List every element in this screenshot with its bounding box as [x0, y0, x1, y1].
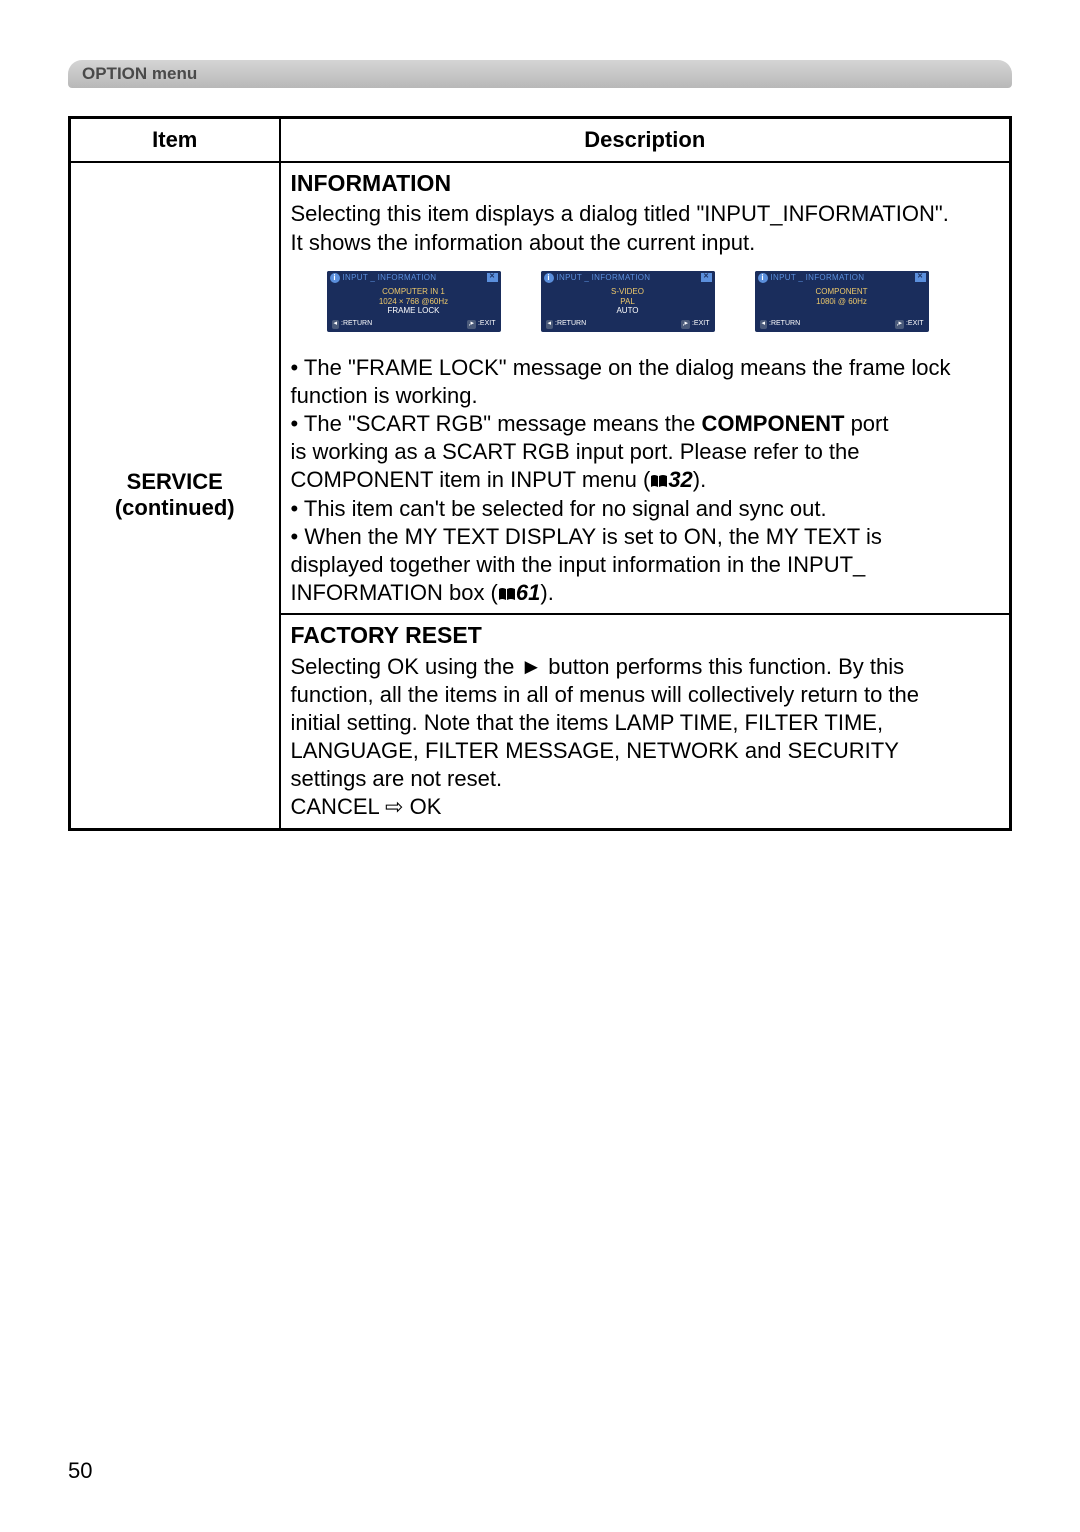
dialog-component: i INPUT _ INFORMATION ✕ COMPONENT 1080i …	[755, 271, 929, 332]
key-icon: ,▸	[681, 320, 690, 329]
information-intro-1: Selecting this item displays a dialog ti…	[291, 200, 1000, 228]
dialog-line: COMPUTER IN 1	[331, 287, 497, 297]
dialog-body: S-VIDEO PAL AUTO	[541, 285, 715, 319]
info-icon: i	[758, 273, 768, 283]
option-table: Item Description SERVICE (continued) INF…	[68, 116, 1012, 831]
fr-line: CANCEL ⇨ OK	[291, 793, 1000, 821]
service-label-2: (continued)	[81, 495, 269, 521]
bullet-line: • The "FRAME LOCK" message on the dialog…	[291, 354, 1000, 382]
dialog-line: PAL	[545, 297, 711, 307]
dialog-titlebar: i INPUT _ INFORMATION ✕	[755, 271, 929, 285]
dialog-body: COMPUTER IN 1 1024 × 768 @60Hz FRAME LOC…	[327, 285, 501, 319]
bullet-line: • The "SCART RGB" message means the COMP…	[291, 410, 1000, 438]
factory-reset-cell: FACTORY RESET Selecting OK using the ► b…	[280, 614, 1011, 829]
book-icon	[498, 580, 516, 594]
dialog-line	[759, 306, 925, 316]
dialog-line: 1024 × 768 @60Hz	[331, 297, 497, 307]
bullet-line: COMPONENT item in INPUT menu (32).	[291, 466, 1000, 494]
key-icon: ,▸	[467, 320, 476, 329]
table-row: SERVICE (continued) INFORMATION Selectin…	[70, 162, 1011, 614]
header-description: Description	[280, 118, 1011, 163]
dialog-svideo: i INPUT _ INFORMATION ✕ S-VIDEO PAL AUTO…	[541, 271, 715, 332]
dialog-title-text: INPUT _ INFORMATION	[557, 273, 651, 283]
dialog-line: 1080i @ 60Hz	[759, 297, 925, 307]
information-cell: INFORMATION Selecting this item displays…	[280, 162, 1011, 614]
dialog-title-text: INPUT _ INFORMATION	[343, 273, 437, 283]
fr-line: function, all the items in all of menus …	[291, 681, 1000, 709]
dialog-screenshots: i INPUT _ INFORMATION ✕ COMPUTER IN 1 10…	[291, 257, 1000, 346]
bullet-line: function is working.	[291, 382, 1000, 410]
dialog-footer: ◂:RETURN ,▸:EXIT	[755, 319, 929, 332]
bullet-line: is working as a SCART RGB input port. Pl…	[291, 438, 1000, 466]
service-label-1: SERVICE	[81, 469, 269, 495]
bullet-line: INFORMATION box (61).	[291, 579, 1000, 607]
information-bullets: • The "FRAME LOCK" message on the dialog…	[291, 354, 1000, 607]
dialog-titlebar: i INPUT _ INFORMATION ✕	[541, 271, 715, 285]
dialog-line: FRAME LOCK	[331, 306, 497, 316]
bullet-line: • This item can't be selected for no sig…	[291, 495, 1000, 523]
bullet-line: displayed together with the input inform…	[291, 551, 1000, 579]
menu-header-text: OPTION menu	[82, 64, 197, 83]
header-item: Item	[70, 118, 280, 163]
dialog-line: AUTO	[545, 306, 711, 316]
key-icon: ◂	[546, 320, 554, 329]
fr-line: LANGUAGE, FILTER MESSAGE, NETWORK and SE…	[291, 737, 1000, 765]
information-title: INFORMATION	[291, 169, 1000, 198]
dialog-titlebar: i INPUT _ INFORMATION ✕	[327, 271, 501, 285]
menu-header: OPTION menu	[68, 60, 1012, 88]
information-intro-2: It shows the information about the curre…	[291, 229, 1000, 257]
page-number: 50	[68, 1458, 92, 1484]
dialog-body: COMPONENT 1080i @ 60Hz	[755, 285, 929, 319]
service-cell: SERVICE (continued)	[70, 162, 280, 829]
fr-line: Selecting OK using the ► button performs…	[291, 653, 1000, 681]
return-btn: ◂:RETURN	[332, 320, 373, 329]
dialog-line: COMPONENT	[759, 287, 925, 297]
dialog-footer: ◂:RETURN ,▸:EXIT	[327, 319, 501, 332]
return-btn: ◂:RETURN	[760, 320, 801, 329]
info-icon: i	[330, 273, 340, 283]
key-icon: ◂	[332, 320, 340, 329]
exit-btn: ,▸:EXIT	[467, 320, 496, 329]
dialog-computer-in: i INPUT _ INFORMATION ✕ COMPUTER IN 1 10…	[327, 271, 501, 332]
bullet-line: • When the MY TEXT DISPLAY is set to ON,…	[291, 523, 1000, 551]
key-icon: ,▸	[895, 320, 904, 329]
close-icon: ✕	[915, 273, 926, 282]
book-icon	[650, 467, 668, 481]
key-icon: ◂	[760, 320, 768, 329]
factory-reset-title: FACTORY RESET	[291, 621, 1000, 650]
table-header-row: Item Description	[70, 118, 1011, 163]
close-icon: ✕	[701, 273, 712, 282]
dialog-line: S-VIDEO	[545, 287, 711, 297]
dialog-footer: ◂:RETURN ,▸:EXIT	[541, 319, 715, 332]
return-btn: ◂:RETURN	[546, 320, 587, 329]
info-icon: i	[544, 273, 554, 283]
exit-btn: ,▸:EXIT	[681, 320, 710, 329]
dialog-title-text: INPUT _ INFORMATION	[771, 273, 865, 283]
close-icon: ✕	[487, 273, 498, 282]
fr-line: settings are not reset.	[291, 765, 1000, 793]
fr-line: initial setting. Note that the items LAM…	[291, 709, 1000, 737]
exit-btn: ,▸:EXIT	[895, 320, 924, 329]
